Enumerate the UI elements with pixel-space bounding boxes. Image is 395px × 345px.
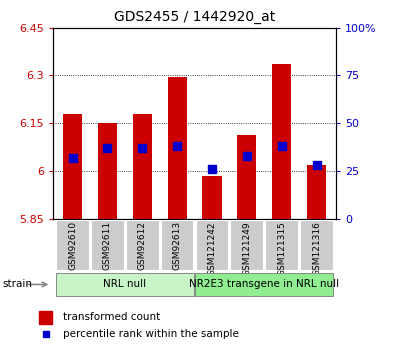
Bar [307, 165, 326, 219]
Bar [91, 220, 124, 270]
Point [209, 167, 215, 172]
Point [70, 155, 76, 160]
Bar [167, 77, 187, 219]
Bar [300, 220, 333, 270]
Text: NRL null: NRL null [103, 279, 147, 289]
Text: transformed count: transformed count [63, 312, 160, 322]
Point [139, 146, 145, 151]
Bar [56, 273, 194, 296]
Bar [63, 114, 82, 219]
Bar [196, 220, 228, 270]
Text: GSM92611: GSM92611 [103, 221, 112, 270]
Point [42, 331, 49, 337]
Text: strain: strain [2, 279, 32, 289]
Text: NR2E3 transgene in NRL null: NR2E3 transgene in NRL null [189, 279, 339, 289]
Title: GDS2455 / 1442920_at: GDS2455 / 1442920_at [114, 10, 275, 24]
Bar [202, 176, 222, 219]
Text: percentile rank within the sample: percentile rank within the sample [63, 329, 239, 339]
Bar [230, 220, 263, 270]
Bar [272, 64, 291, 219]
Text: GSM121315: GSM121315 [277, 221, 286, 276]
Text: GSM92610: GSM92610 [68, 221, 77, 270]
Point [278, 144, 285, 149]
Bar [98, 123, 117, 219]
Bar [265, 220, 298, 270]
Bar [195, 273, 333, 296]
Bar [237, 135, 256, 219]
Point [313, 163, 320, 168]
Text: GSM121242: GSM121242 [207, 221, 216, 276]
Text: GSM121316: GSM121316 [312, 221, 321, 276]
Point [174, 144, 180, 149]
Text: GSM92613: GSM92613 [173, 221, 182, 270]
Bar [56, 220, 89, 270]
Bar [161, 220, 194, 270]
Point [104, 146, 111, 151]
Bar [39, 310, 53, 324]
Text: GSM92612: GSM92612 [138, 221, 147, 270]
Text: GSM121249: GSM121249 [243, 221, 251, 276]
Bar [133, 114, 152, 219]
Point [244, 153, 250, 159]
Bar [126, 220, 159, 270]
